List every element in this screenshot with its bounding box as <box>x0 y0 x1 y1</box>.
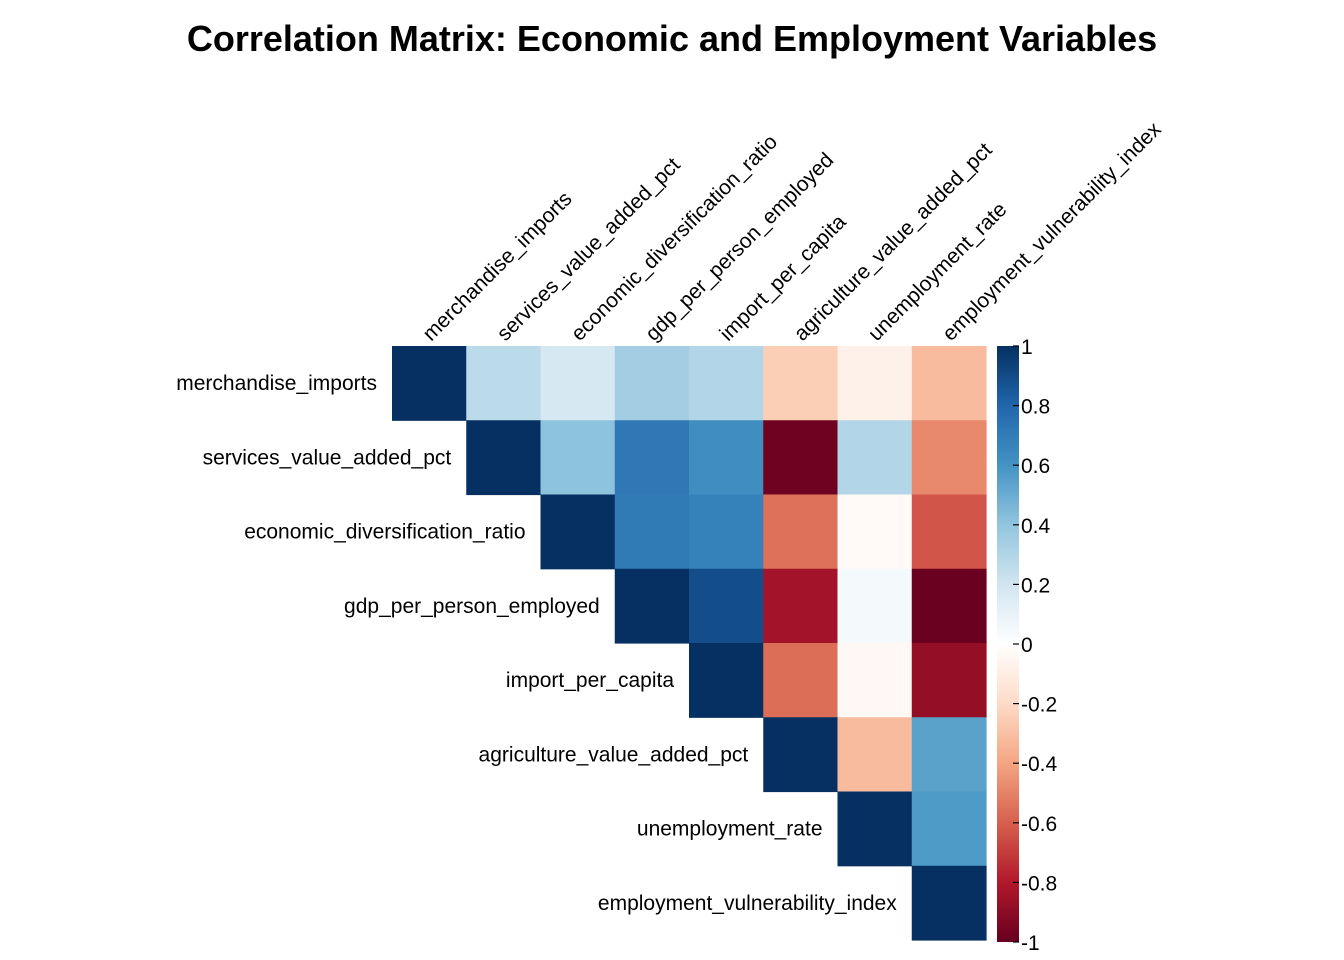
heatmap-cell <box>837 791 913 867</box>
heatmap-cell <box>614 494 690 570</box>
colorbar-tick-label: 0.2 <box>1021 574 1050 597</box>
heatmap-cell <box>911 420 987 496</box>
heatmap-cell <box>689 420 764 496</box>
heatmap-cell <box>911 717 987 793</box>
row-label: employment_vulnerability_index <box>598 892 897 915</box>
heatmap-cell <box>837 717 913 793</box>
heatmap-cell <box>911 865 987 941</box>
row-label: import_per_capita <box>506 669 674 692</box>
heatmap-cell <box>763 420 839 496</box>
chart-title: Correlation Matrix: Economic and Employm… <box>186 18 1158 59</box>
heatmap-cell <box>763 643 839 718</box>
colorbar-tick-label: -0.2 <box>1021 694 1057 717</box>
heatmap-cell <box>466 346 542 421</box>
colorbar-gradient <box>997 346 1019 942</box>
heatmap-cell <box>614 346 690 421</box>
heatmap-cell <box>911 494 987 570</box>
column-label: unemployment_rate <box>864 198 1012 346</box>
heatmap-cell <box>911 643 987 718</box>
colorbar-tick-label: 0.8 <box>1021 396 1050 419</box>
colorbar-tick-label: 0.4 <box>1021 515 1051 538</box>
heatmap-cell <box>763 494 839 570</box>
heatmap-cell <box>837 494 913 570</box>
row-label: economic_diversification_ratio <box>244 521 525 544</box>
heatmap-cells <box>392 346 987 941</box>
heatmap-cell <box>689 568 764 644</box>
heatmap-cell <box>614 568 690 644</box>
heatmap-cell <box>689 643 764 718</box>
heatmap-cell <box>614 420 690 496</box>
heatmap-cell <box>540 494 616 570</box>
heatmap-cell <box>911 791 987 867</box>
heatmap-cell <box>837 568 913 644</box>
heatmap-cell <box>466 420 542 496</box>
column-labels: merchandise_importsservices_value_added_… <box>418 118 1166 346</box>
heatmap-cell <box>763 717 839 793</box>
row-label: services_value_added_pct <box>203 446 452 469</box>
heatmap-cell <box>392 346 467 421</box>
column-label: import_per_capita <box>715 210 850 345</box>
colorbar-tick-label: -0.6 <box>1021 813 1057 836</box>
colorbar-tick-label: -1 <box>1021 932 1040 955</box>
heatmap-cell <box>911 568 987 644</box>
row-labels: merchandise_imports services_value_added_… <box>176 372 897 915</box>
row-label: agriculture_value_added_pct <box>479 743 749 766</box>
colorbar-tick-label: 0 <box>1021 634 1033 657</box>
heatmap-cell <box>763 346 839 421</box>
colorbar: 1 0.8 0.6 0.4 0.2 0 -0.2 -0.4 -0.6 -0.8 -1 <box>997 336 1058 955</box>
heatmap-cell <box>837 346 913 421</box>
row-label: unemployment_rate <box>637 818 823 841</box>
colorbar-tick-label: 0.6 <box>1021 455 1050 478</box>
colorbar-tick-label: -0.4 <box>1021 753 1058 776</box>
row-label: merchandise_imports <box>176 372 377 395</box>
heatmap-cell <box>540 420 616 496</box>
heatmap-cell <box>837 643 913 718</box>
colorbar-tick-label: -0.8 <box>1021 872 1057 895</box>
heatmap-cell <box>689 494 764 570</box>
column-label: merchandise_imports <box>418 187 576 345</box>
colorbar-tick-label: 1 <box>1021 336 1033 359</box>
heatmap-cell <box>540 346 616 421</box>
heatmap-cell <box>689 346 764 421</box>
heatmap-cell <box>837 420 913 496</box>
row-label: gdp_per_person_employed <box>344 595 600 618</box>
heatmap-cell <box>911 346 987 421</box>
heatmap-cell <box>763 568 839 644</box>
